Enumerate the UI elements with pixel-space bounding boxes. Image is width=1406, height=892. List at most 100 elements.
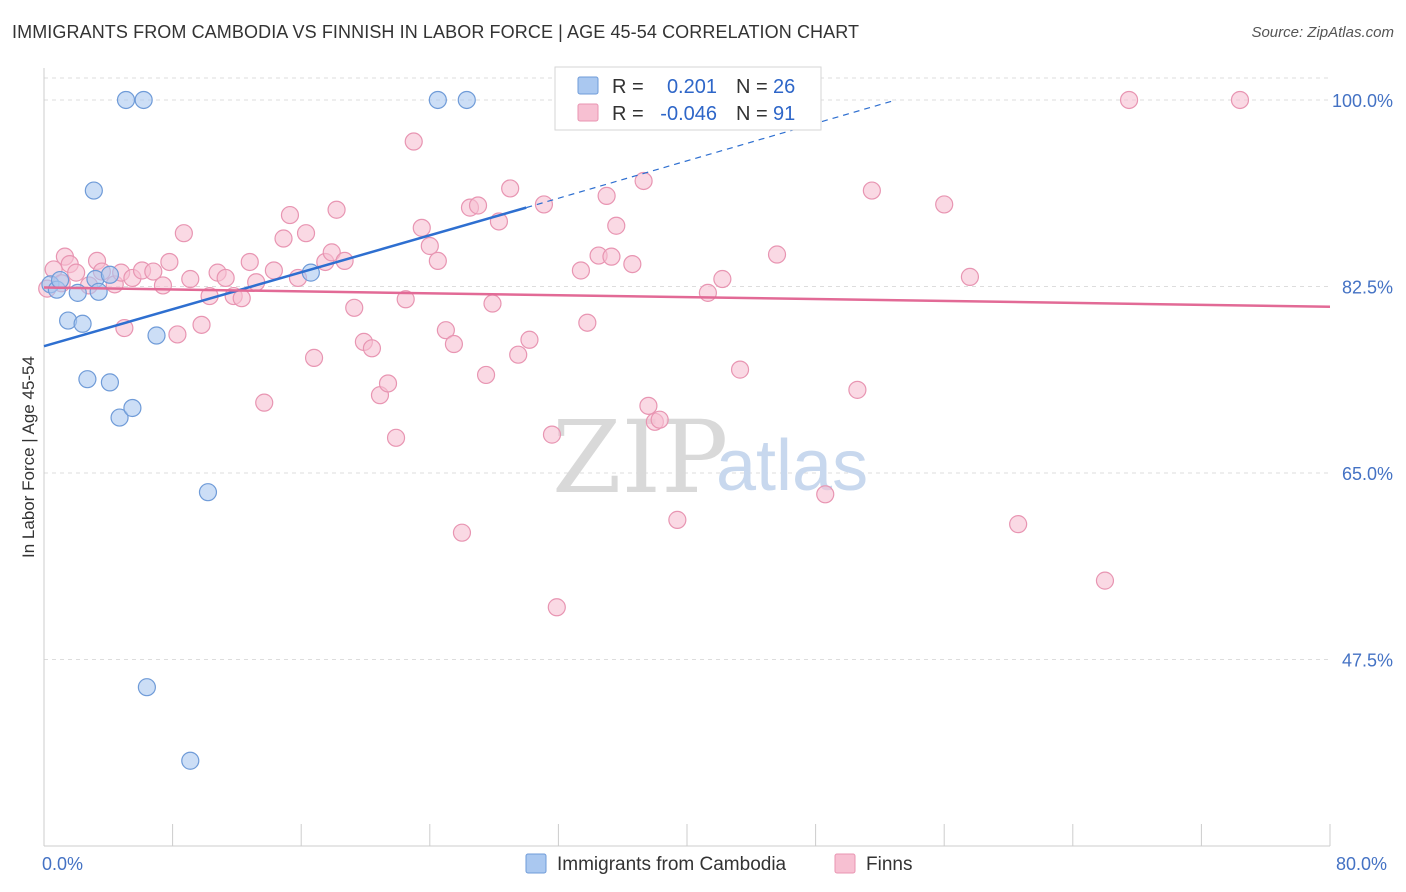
- finns-point: [634, 171, 653, 191]
- cambodia-point: [134, 90, 153, 110]
- cambodia-point: [100, 373, 120, 392]
- finns-point: [412, 218, 431, 237]
- trend-line-cambodia-extension: [526, 99, 897, 209]
- legend-r-label-finns: R =: [612, 103, 644, 125]
- legend-r-label-cambodia: R =: [612, 76, 644, 98]
- bottom-legend-label-cambodia: Immigrants from Cambodia: [557, 854, 787, 875]
- finns-point: [542, 425, 562, 444]
- finns-point: [452, 523, 472, 542]
- finns-point: [698, 283, 717, 302]
- finns-point: [483, 294, 502, 313]
- cambodia-point: [198, 483, 218, 502]
- finns-point: [160, 252, 179, 272]
- finns-point: [386, 428, 406, 447]
- finns-point: [520, 330, 539, 349]
- finns-point: [1230, 90, 1250, 110]
- watermark-atlas: atlas: [716, 426, 868, 506]
- finns-point: [816, 485, 835, 504]
- trend-lines: [43, 99, 1331, 348]
- y-tick-label: 47.5%: [1342, 650, 1393, 670]
- finns-point: [396, 290, 415, 309]
- cambodia-point: [73, 314, 92, 333]
- y-tick-label: 100.0%: [1332, 91, 1393, 111]
- finns-point: [623, 254, 642, 274]
- cambodia-point: [89, 282, 108, 301]
- finns-point: [650, 410, 669, 429]
- trend-line-finns: [43, 286, 1331, 308]
- finns-point: [668, 510, 687, 529]
- y-tick-labels: 47.5% 65.0% 82.5% 100.0%: [1332, 91, 1393, 671]
- finns-point: [404, 132, 423, 151]
- legend-n-value-finns: 91: [773, 103, 795, 125]
- bottom-legend-label-finns: Finns: [866, 854, 912, 875]
- cambodia-point: [181, 751, 200, 770]
- finns-point: [767, 245, 787, 264]
- legend-r-value-finns: -0.046: [660, 103, 717, 125]
- finns-point: [468, 196, 488, 215]
- y-tick-label: 65.0%: [1342, 464, 1393, 484]
- cambodia-point: [116, 90, 136, 110]
- bottom-legend-swatch-cambodia: [525, 853, 547, 874]
- finns-point: [274, 229, 293, 248]
- watermark-zip: ZIP: [552, 399, 728, 516]
- y-tick-label: 82.5%: [1342, 277, 1393, 297]
- finns-point: [602, 247, 621, 266]
- cambodia-point: [78, 370, 97, 389]
- x-tick-label-max: 80.0%: [1336, 854, 1387, 874]
- finns-point: [327, 200, 346, 219]
- cambodia-point: [84, 181, 103, 200]
- bottom-legend-swatch-finns: [834, 853, 856, 874]
- chart-title: IMMIGRANTS FROM CAMBODIA VS FINNISH IN L…: [12, 22, 860, 42]
- legend-r-value-cambodia: 0.201: [667, 76, 717, 98]
- finns-point: [240, 252, 259, 272]
- finns-point: [153, 276, 173, 295]
- finns-point: [280, 205, 300, 225]
- finns-point: [181, 269, 200, 289]
- finns-point: [862, 181, 881, 200]
- finns-point: [960, 267, 980, 286]
- finns-point: [264, 261, 283, 280]
- finns-point: [1119, 90, 1139, 110]
- grid-lines: [44, 77, 1330, 660]
- cambodia-point: [110, 408, 129, 427]
- finns-point: [1009, 515, 1028, 534]
- finns-point: [304, 348, 324, 367]
- finns-point: [935, 195, 954, 214]
- finns-point: [501, 179, 520, 198]
- finns-point: [362, 339, 382, 358]
- finns-point: [848, 380, 867, 399]
- legend-swatch-finns: [577, 103, 599, 122]
- finns-point: [168, 325, 187, 344]
- finns-point: [607, 216, 626, 235]
- cambodia-point: [428, 90, 447, 110]
- finns-point: [436, 321, 455, 340]
- finns-point: [534, 195, 554, 214]
- finns-point: [1095, 571, 1115, 590]
- x-tick-marks: [43, 824, 1331, 846]
- finns-point: [509, 345, 528, 364]
- finns-point: [578, 313, 597, 332]
- legend-n-label-cambodia: N =: [736, 76, 768, 98]
- legend-n-label-finns: N =: [736, 103, 768, 125]
- series-cambodia-points: [41, 90, 476, 770]
- finns-point: [639, 396, 658, 415]
- finns-point: [296, 224, 316, 243]
- finns-point: [547, 598, 566, 617]
- bottom-legend: Immigrants from Cambodia Finns: [525, 853, 912, 875]
- finns-point: [444, 334, 464, 354]
- chart-source: Source: ZipAtlas.com: [1251, 24, 1394, 41]
- finns-point: [255, 393, 274, 412]
- cambodia-point: [137, 678, 156, 697]
- legend-swatch-cambodia: [577, 76, 599, 95]
- series-finns-points: [38, 90, 1250, 617]
- cambodia-point: [147, 326, 166, 345]
- y-axis-label: In Labor Force | Age 45-54: [19, 356, 38, 558]
- legend-n-value-cambodia: 26: [773, 76, 795, 98]
- finns-point: [420, 236, 439, 256]
- finns-point: [322, 243, 341, 262]
- finns-point: [571, 261, 591, 280]
- trend-line-cambodia: [43, 206, 527, 348]
- finns-point: [174, 224, 193, 243]
- finns-point: [476, 365, 496, 385]
